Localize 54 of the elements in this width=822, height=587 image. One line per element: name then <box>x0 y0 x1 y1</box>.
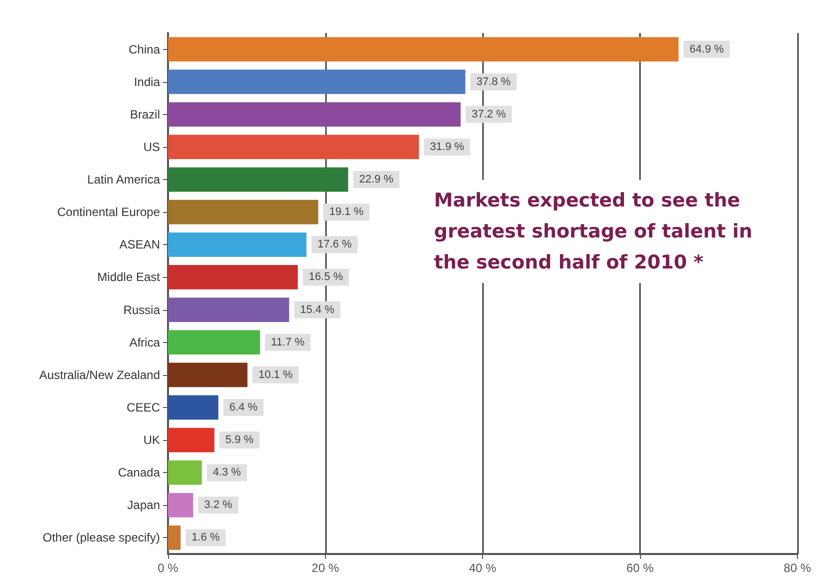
bar <box>168 298 290 322</box>
y-tick-label: CEEC <box>126 400 160 414</box>
y-tick-label: US <box>143 140 160 154</box>
y-tick-label: Brazil <box>130 107 160 122</box>
data-label: 19.1 % <box>329 206 364 218</box>
x-tick-label: 80 % <box>784 561 812 575</box>
bar <box>168 37 679 62</box>
bar <box>168 265 298 290</box>
x-tick-label: 40 % <box>468 561 497 575</box>
data-label: 1.6 % <box>192 532 220 544</box>
bar <box>168 362 248 388</box>
bar <box>168 395 218 420</box>
data-label: 5.9 % <box>225 434 254 446</box>
bar <box>168 200 318 224</box>
y-tick-label: ASEAN <box>119 238 160 252</box>
y-tick-label: UK <box>143 433 160 448</box>
x-tick-label: 60 % <box>626 561 654 575</box>
data-label: 37.8 % <box>476 76 511 88</box>
bar <box>168 102 461 127</box>
data-label: 11.7 % <box>271 336 305 348</box>
y-tick-label: Africa <box>129 335 160 350</box>
y-tick-label: China <box>128 42 160 56</box>
y-tick-label: India <box>134 74 160 89</box>
bar <box>168 232 306 257</box>
data-label: 3.2 % <box>204 499 233 512</box>
bar <box>168 330 260 355</box>
x-tick-label: 0 % <box>158 561 179 575</box>
text: Markets expected to see the greatest shortage of talent in the second half of 2010 * <box>434 190 760 274</box>
y-tick-label: Latin America <box>87 172 160 187</box>
y-tick-label: Russia <box>123 302 160 317</box>
y-tick-label: Continental Europe <box>57 205 160 220</box>
bar <box>168 428 214 452</box>
y-tick-label: Australia/New Zealand <box>39 368 160 382</box>
y-tick-label: Canada <box>118 466 160 480</box>
y-tick-label: Other (please specify) <box>42 530 160 545</box>
bar <box>168 526 181 550</box>
data-label: 10.1 % <box>258 368 293 381</box>
bar <box>168 492 194 518</box>
y-tick-label: Middle East <box>97 270 161 284</box>
data-label: 6.4 % <box>229 401 258 414</box>
data-label: 37.2 % <box>472 108 506 120</box>
x-tick-label: 20 % <box>312 561 340 575</box>
data-label: 16.5 % <box>308 271 344 284</box>
data-label: 64.9 % <box>690 43 724 56</box>
y-tick-label: Japan <box>127 498 160 512</box>
data-label: 15.4 % <box>300 304 335 316</box>
bar <box>168 70 466 94</box>
data-label: 4.3 % <box>212 466 242 479</box>
bar <box>168 134 419 160</box>
bar <box>168 460 202 485</box>
data-label: 17.6 % <box>317 238 352 251</box>
bar <box>168 167 348 192</box>
data-label: 31.9 % <box>430 140 464 153</box>
data-label: 22.9 % <box>359 174 394 186</box>
